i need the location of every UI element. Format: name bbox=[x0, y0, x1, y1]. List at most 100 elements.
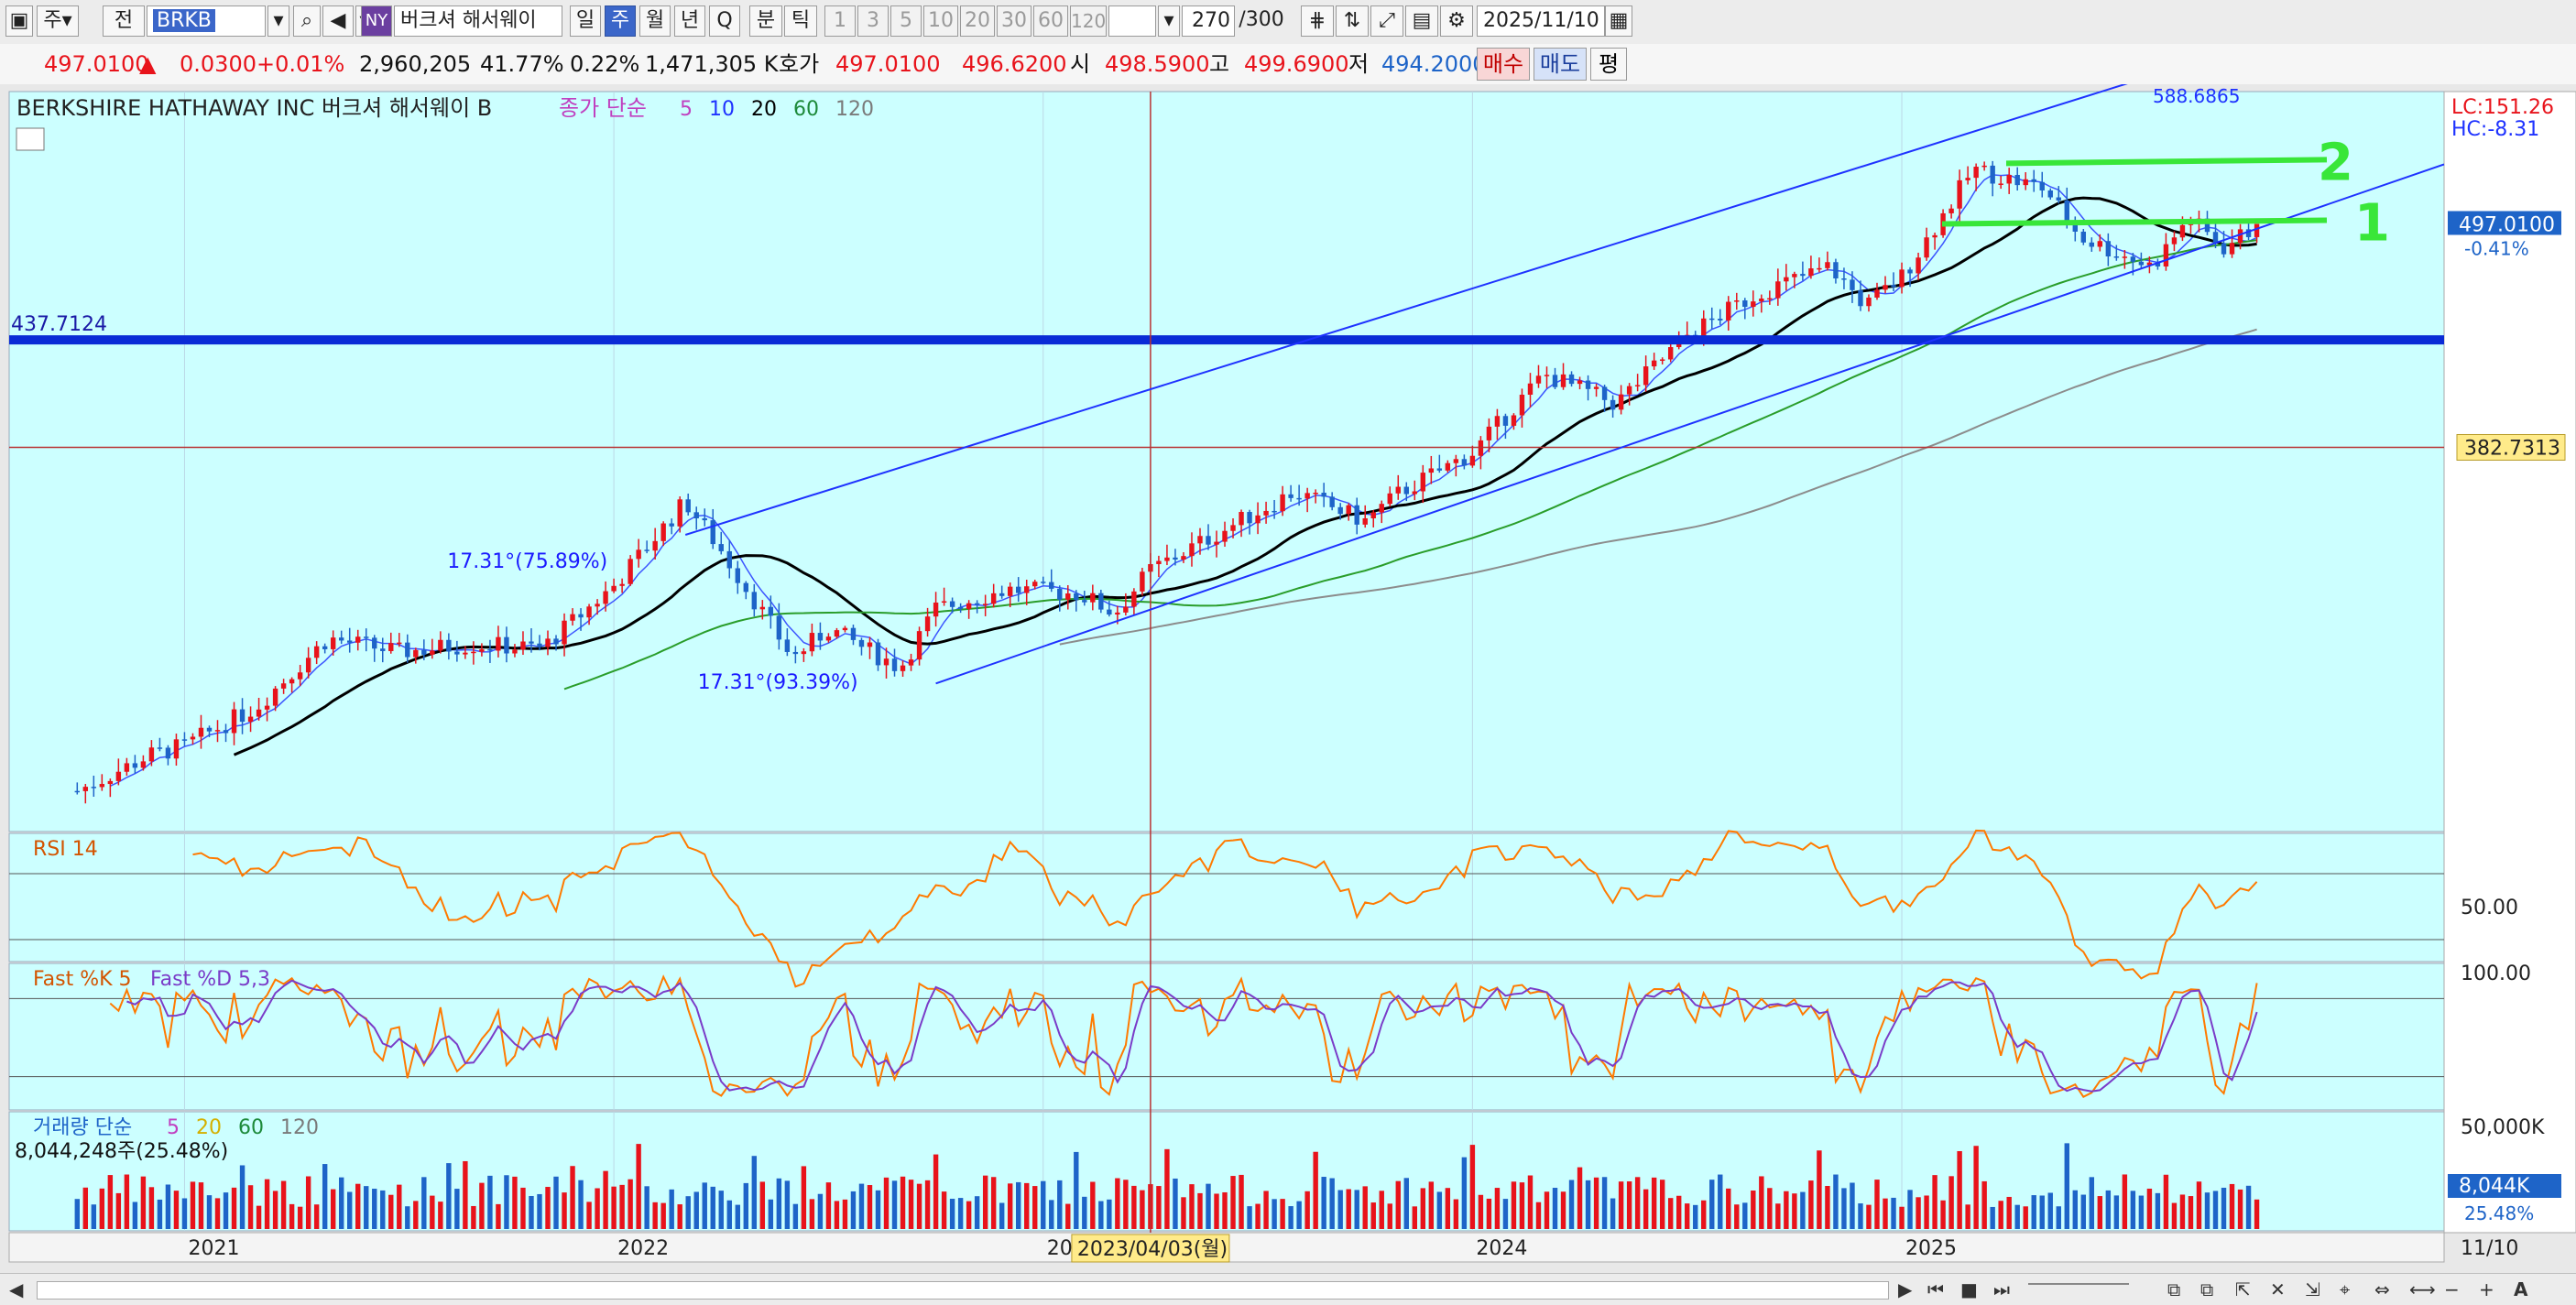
period-minute[interactable]: 분 bbox=[749, 5, 782, 37]
zoom-out-icon[interactable]: − bbox=[2444, 1278, 2460, 1300]
date-input[interactable]: 2025/11/10 bbox=[1477, 5, 1605, 37]
interval-120[interactable]: 120 bbox=[1070, 5, 1107, 37]
volume-legend-60: 60 bbox=[238, 1116, 264, 1139]
scroll-left-icon[interactable]: ◀ bbox=[9, 1278, 24, 1300]
period-year[interactable]: 년 bbox=[674, 5, 705, 37]
fit-icon[interactable]: ⇔ bbox=[2374, 1278, 2390, 1300]
zoom-reset-icon[interactable]: ⟷ bbox=[2409, 1278, 2436, 1300]
all-button[interactable]: 전 bbox=[103, 5, 145, 37]
candle-body-164 bbox=[1428, 468, 1435, 473]
price-change-pct: +0.01% bbox=[257, 51, 345, 77]
buy-button[interactable]: 매수 bbox=[1477, 48, 1530, 81]
angle-label-0: 17.31°(75.89%) bbox=[447, 550, 607, 573]
volume-bar-171 bbox=[1486, 1198, 1492, 1229]
interval-5[interactable]: 5 bbox=[890, 5, 922, 37]
window-icon[interactable]: ▣ bbox=[5, 5, 33, 37]
copy-icon[interactable]: ⧉ bbox=[2200, 1278, 2214, 1300]
candle-body-264 bbox=[2254, 223, 2260, 237]
volume-bar-141 bbox=[1239, 1174, 1244, 1229]
volume-bar-262 bbox=[2237, 1189, 2243, 1229]
legend-ma-120: 120 bbox=[835, 98, 874, 121]
volume-bar-138 bbox=[1214, 1193, 1219, 1229]
candle-body-198 bbox=[1709, 318, 1715, 321]
period-tick[interactable]: 틱 bbox=[784, 5, 817, 37]
grid-icon[interactable]: ⋕ bbox=[1301, 5, 1334, 37]
zoom-in-icon[interactable]: + bbox=[2479, 1278, 2494, 1300]
volume-bar-44 bbox=[438, 1202, 443, 1229]
speaker-icon[interactable]: ◀ bbox=[322, 5, 354, 37]
candle-body-121 bbox=[1074, 593, 1079, 601]
candle-body-119 bbox=[1057, 588, 1063, 600]
market-select[interactable]: 주▾ bbox=[37, 5, 79, 37]
volume-bar-212 bbox=[1825, 1185, 1830, 1229]
cursor-icon[interactable]: ⇱ bbox=[2235, 1278, 2251, 1300]
candle-body-108 bbox=[966, 603, 972, 609]
interval-1[interactable]: 1 bbox=[824, 5, 856, 37]
candle-body-68 bbox=[636, 549, 641, 560]
horizontal-scrollbar[interactable] bbox=[37, 1281, 1889, 1300]
symbol-dropdown[interactable]: ▾ bbox=[267, 5, 289, 37]
open-price: 498.5900 bbox=[1105, 51, 1210, 77]
candle-body-167 bbox=[1453, 459, 1459, 463]
stock-name-field[interactable]: 버크셔 해서웨이 bbox=[394, 5, 562, 37]
volume-bar-240 bbox=[2056, 1206, 2061, 1229]
interval-60[interactable]: 60 bbox=[1033, 5, 1068, 37]
draw-tool-icon[interactable]: ⤢ bbox=[1370, 5, 1403, 37]
volume-bar-61 bbox=[578, 1180, 584, 1229]
candle-body-199 bbox=[1718, 319, 1723, 321]
candle-body-86 bbox=[784, 639, 791, 652]
candle-body-20 bbox=[239, 709, 246, 723]
candle-body-148 bbox=[1296, 497, 1302, 500]
last-page-icon[interactable]: ⏭ bbox=[1993, 1278, 2010, 1300]
candle-body-141 bbox=[1239, 512, 1244, 526]
scale-icon[interactable]: ⇅ bbox=[1336, 5, 1369, 37]
eval-button[interactable]: 평 bbox=[1590, 48, 1627, 81]
table-icon bbox=[16, 127, 45, 151]
x-tick-2: 2022 bbox=[617, 1237, 669, 1260]
crosshair-date-box bbox=[1071, 1234, 1230, 1263]
draw-cursor-icon[interactable]: ⇲ bbox=[2305, 1278, 2320, 1300]
calendar-icon[interactable]: ▦ bbox=[1605, 5, 1632, 37]
custom-interval-input[interactable] bbox=[1108, 5, 1156, 37]
legend-ma-10: 10 bbox=[709, 98, 735, 121]
volume-bar-8 bbox=[140, 1176, 147, 1229]
scroll-right-icon[interactable]: ▶ bbox=[1898, 1278, 1913, 1300]
candle-body-238 bbox=[2039, 181, 2045, 190]
interval-20[interactable]: 20 bbox=[960, 5, 995, 37]
period-week[interactable]: 주 bbox=[605, 5, 636, 37]
volume-bar-31 bbox=[330, 1189, 336, 1229]
count-input[interactable]: 270 bbox=[1182, 5, 1235, 37]
volume-legend-5: 5 bbox=[167, 1116, 180, 1139]
candle-body-42 bbox=[421, 649, 427, 655]
candle-body-31 bbox=[330, 637, 336, 649]
sell-button[interactable]: 매도 bbox=[1534, 48, 1587, 81]
layout-icon[interactable]: ⧉ bbox=[2167, 1278, 2181, 1300]
save-icon[interactable]: ▤ bbox=[1405, 5, 1438, 37]
chart-area[interactable]: 437.7124 588.6865 17.31°(75.89%) 17.31°(93.… bbox=[0, 84, 2576, 1273]
volume-bar-175 bbox=[1519, 1182, 1525, 1229]
interval-10[interactable]: 10 bbox=[923, 5, 958, 37]
stop-icon[interactable]: ■ bbox=[1960, 1278, 1978, 1300]
interval-dropdown[interactable]: ▾ bbox=[1158, 5, 1180, 37]
first-page-icon[interactable]: ⏮ bbox=[1927, 1278, 1944, 1300]
period-quarter[interactable]: Q bbox=[709, 5, 740, 37]
last-price-label: 497.0100 bbox=[2459, 213, 2555, 236]
search-icon[interactable]: ⌕ bbox=[293, 5, 321, 37]
period-day[interactable]: 일 bbox=[570, 5, 601, 37]
crosshair-icon[interactable]: ✕ bbox=[2270, 1278, 2286, 1300]
volume-bar-24 bbox=[272, 1191, 278, 1229]
volume-bar-100 bbox=[900, 1176, 906, 1229]
font-size-icon[interactable]: A bbox=[2514, 1278, 2528, 1300]
candle-body-200 bbox=[1726, 301, 1731, 321]
symbol-input[interactable]: BRKB bbox=[147, 5, 266, 37]
interval-30[interactable]: 30 bbox=[997, 5, 1031, 37]
gear-icon[interactable]: ⚙ bbox=[1440, 5, 1473, 37]
volume-bar-103 bbox=[924, 1180, 931, 1229]
period-month[interactable]: 월 bbox=[639, 5, 671, 37]
volume-bar-153 bbox=[1337, 1190, 1343, 1229]
measure-icon[interactable]: ⌖ bbox=[2340, 1278, 2351, 1300]
candle-body-127 bbox=[1123, 606, 1129, 613]
candle-body-37 bbox=[380, 648, 386, 651]
zoom-slider[interactable] bbox=[2028, 1283, 2129, 1298]
interval-3[interactable]: 3 bbox=[857, 5, 889, 37]
